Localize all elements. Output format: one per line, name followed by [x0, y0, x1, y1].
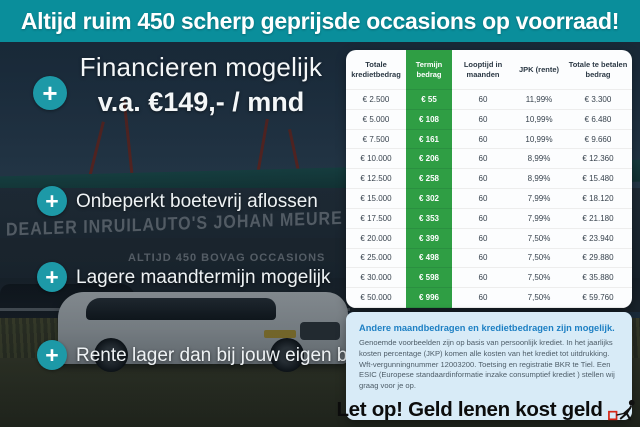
column-header: Totale te betalen bedrag	[564, 50, 632, 90]
table-cell: € 18.120	[564, 189, 632, 209]
table-row: € 5.000 € 108 60 10,99% € 6.480	[346, 109, 632, 130]
table-cell: 60	[452, 229, 514, 249]
table-cell: € 108	[406, 109, 452, 130]
plus-icon: +	[37, 340, 67, 370]
table-cell: € 161	[406, 129, 452, 150]
table-cell: € 5.000	[346, 110, 406, 130]
table-cell: 7,99%	[514, 209, 564, 229]
credit-warning: Let op! Geld lenen kost geld	[336, 398, 635, 422]
table-cell: € 7.500	[346, 130, 406, 150]
headline-line1: Financieren mogelijk	[79, 52, 323, 82]
usp-item: Onbeperkt boetevrij aflossen	[76, 191, 318, 212]
table-cell: € 206	[406, 149, 452, 170]
table-cell: 7,50%	[514, 288, 564, 308]
table-cell: € 35.880	[564, 268, 632, 289]
table-row: € 12.500 € 258 60 8,99% € 15.480	[346, 169, 632, 190]
table-cell: 60	[452, 268, 514, 289]
table-cell: 8,99%	[514, 149, 564, 170]
table-cell: € 21.180	[564, 209, 632, 229]
table-cell: € 2.500	[346, 90, 406, 110]
table-cell: 7,99%	[514, 189, 564, 209]
table-cell: 60	[452, 110, 514, 130]
column-header: Looptijd in maanden	[452, 50, 514, 90]
table-cell: € 353	[406, 208, 452, 229]
table-header-row: Totale kredietbedrag Termijn bedrag Loopti…	[346, 50, 632, 90]
column-header: Totale kredietbedrag	[346, 50, 406, 90]
table-row: € 17.500 € 353 60 7,99% € 21.180	[346, 208, 632, 229]
geld-lenen-kost-geld-icon	[607, 399, 635, 421]
plus-icon: +	[37, 262, 67, 292]
table-cell: € 12.360	[564, 149, 632, 170]
table-cell: € 6.480	[564, 110, 632, 130]
headline-line2: v.a. €149,- / mnd	[97, 87, 305, 117]
table-row: € 30.000 € 598 60 7,50% € 35.880	[346, 268, 632, 289]
table-cell: € 50.000	[346, 288, 406, 308]
table-cell: € 25.000	[346, 249, 406, 269]
info-heading: Andere maandbedragen en kredietbedragen …	[359, 323, 615, 333]
disclaimer-card: Andere maandbedragen en kredietbedragen …	[336, 312, 635, 422]
table-cell: 60	[452, 149, 514, 170]
column-header: Termijn bedrag	[406, 50, 452, 90]
table-cell: € 23.940	[564, 229, 632, 249]
table-cell: € 30.000	[346, 268, 406, 289]
table-row: € 50.000 € 996 60 7,50% € 59.760	[346, 288, 632, 308]
table-cell: 60	[452, 209, 514, 229]
table-cell: € 3.300	[564, 90, 632, 110]
table-cell: 60	[452, 288, 514, 308]
table-cell: € 9.660	[564, 130, 632, 150]
table-cell: € 29.880	[564, 249, 632, 269]
table-cell: 10,99%	[514, 130, 564, 150]
table-cell: € 996	[406, 288, 452, 308]
table-cell: € 12.500	[346, 169, 406, 190]
finance-table-card: Totale kredietbedrag Termijn bedrag Loopti…	[346, 50, 632, 308]
finance-headline: Financieren mogelijk v.a. €149,- / mnd	[62, 52, 340, 118]
table-row: € 10.000 € 206 60 8,99% € 12.360	[346, 149, 632, 170]
table-cell: 11,99%	[514, 90, 564, 110]
table-row: € 15.000 € 302 60 7,99% € 18.120	[346, 189, 632, 209]
plus-icon: +	[33, 76, 67, 110]
table-cell: 7,50%	[514, 229, 564, 249]
column-header: JPK (rente)	[514, 50, 564, 90]
table-row: € 25.000 € 498 60 7,50% € 29.880	[346, 248, 632, 269]
table-cell: € 20.000	[346, 229, 406, 249]
table-cell: € 302	[406, 189, 452, 209]
table-row: € 20.000 € 399 60 7,50% € 23.940	[346, 228, 632, 249]
table-cell: € 10.000	[346, 149, 406, 170]
table-row: € 2.500 € 55 60 11,99% € 3.300	[346, 90, 632, 110]
table-cell: € 17.500	[346, 209, 406, 229]
table-cell: 60	[452, 249, 514, 269]
usp-item: Rente lager dan bij jouw eigen bank	[76, 345, 379, 366]
table-cell: € 258	[406, 169, 452, 190]
table-cell: € 399	[406, 228, 452, 249]
table-cell: € 498	[406, 248, 452, 269]
table-cell: 60	[452, 130, 514, 150]
table-cell: € 59.760	[564, 288, 632, 308]
table-cell: 10,99%	[514, 110, 564, 130]
table-cell: 7,50%	[514, 249, 564, 269]
credit-warning-text: Let op! Geld lenen kost geld	[336, 397, 603, 421]
table-cell: 60	[452, 90, 514, 110]
banner-text: Altijd ruim 450 scherp geprijsde occasio…	[20, 7, 620, 34]
table-cell: € 55	[406, 90, 452, 110]
table-cell: 7,50%	[514, 268, 564, 289]
table-row: € 7.500 € 161 60 10,99% € 9.660	[346, 129, 632, 150]
table-cell: € 15.480	[564, 169, 632, 190]
table-cell: € 15.000	[346, 189, 406, 209]
table-cell: € 598	[406, 268, 452, 289]
table-cell: 60	[452, 189, 514, 209]
disclaimer-text: Genoemde voorbeelden zijn op basis van p…	[359, 338, 615, 391]
plus-icon: +	[37, 186, 67, 216]
usp-item: Lagere maandtermijn mogelijk	[76, 267, 331, 288]
table-cell: 8,99%	[514, 169, 564, 190]
table-cell: 60	[452, 169, 514, 190]
top-banner: Altijd ruim 450 scherp geprijsde occasio…	[0, 0, 640, 42]
